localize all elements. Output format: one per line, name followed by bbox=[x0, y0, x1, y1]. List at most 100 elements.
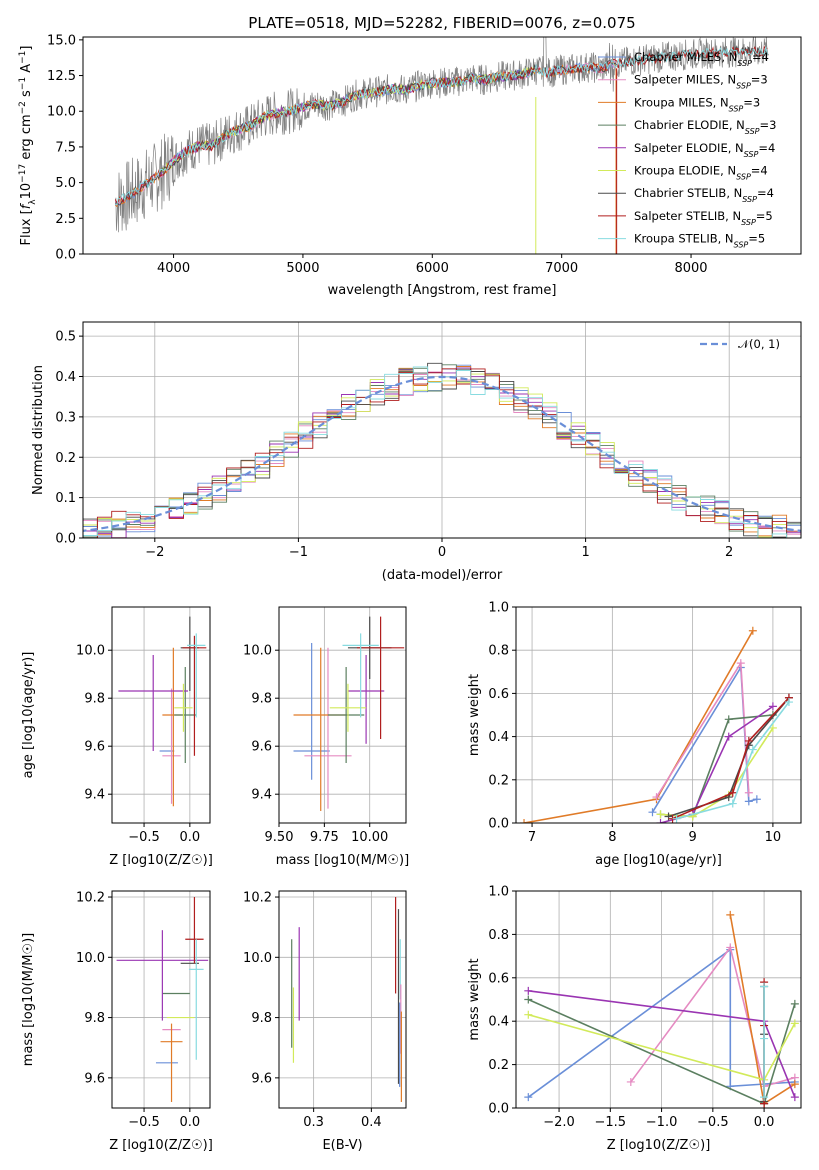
mass_vs_Z-axes: −0.5 0.0 9.6 9.8 10.0 10.2 bbox=[76, 890, 211, 1130]
y-tick-label: 0.4 bbox=[488, 730, 509, 745]
y-tick-label: 0.2 bbox=[55, 451, 76, 466]
mass-weight-point bbox=[760, 982, 769, 991]
y-axis-label-part: −2 bbox=[18, 101, 28, 114]
y-tick-label: 0.0 bbox=[55, 248, 76, 263]
y-tick-label: 10.0 bbox=[243, 951, 272, 966]
y-tick-label: 10.0 bbox=[76, 644, 105, 659]
y-tick-label: 5.0 bbox=[55, 176, 76, 191]
y-axis-label-part: −1 bbox=[18, 51, 28, 64]
legend-label: Chabrier MILES, NSSP=4 bbox=[634, 50, 769, 68]
mass-weight-point bbox=[760, 1034, 769, 1043]
mass-weight-point bbox=[790, 1019, 799, 1028]
y-tick-label: 10.2 bbox=[76, 891, 105, 906]
mass-weight-point bbox=[790, 999, 799, 1008]
y-tick-label: 0.4 bbox=[488, 1015, 509, 1030]
x-axis-label: mass [log10(M/M☉)] bbox=[276, 853, 409, 868]
mass-weight-line bbox=[527, 948, 795, 1098]
mass-weight-point bbox=[524, 1010, 533, 1019]
mass-weight-point bbox=[656, 819, 665, 823]
x-tick-label: 9.50 bbox=[265, 830, 294, 845]
age_vs_mass-frame bbox=[278, 606, 407, 824]
x-axis-label: Z [log10(Z/Z☉)] bbox=[109, 1138, 213, 1153]
mass-weight-point bbox=[724, 715, 733, 724]
legend-label: Chabrier ELODIE, NSSP=3 bbox=[634, 118, 776, 136]
mass_vs_ebv-axes: 0.3 0.4 9.6 9.8 10.0 10.2 bbox=[243, 890, 407, 1130]
y-tick-label: 0.3 bbox=[55, 410, 76, 425]
y-tick-label: 0.0 bbox=[55, 532, 76, 547]
weight_vs_Z-frame bbox=[515, 890, 802, 1109]
y-tick-label: 10.0 bbox=[243, 644, 272, 659]
y-axis-label-part: 10 bbox=[19, 183, 34, 200]
legend-label: Kroupa STELIB, NSSP=5 bbox=[634, 232, 765, 250]
y-tick-label: 9.6 bbox=[84, 1071, 105, 1086]
legend-label-tail: =3 bbox=[743, 95, 760, 109]
y-tick-label: 0.0 bbox=[488, 1102, 509, 1117]
mass-weight-point bbox=[652, 793, 661, 802]
legend-label: Kroupa ELODIE, NSSP=4 bbox=[634, 164, 768, 182]
legend-label-tail: =3 bbox=[751, 73, 768, 87]
y-tick-label: 0.0 bbox=[488, 817, 509, 832]
y-tick-label: 9.6 bbox=[251, 740, 272, 755]
mass-weight-point bbox=[524, 995, 533, 1004]
y-tick-label: 9.6 bbox=[84, 740, 105, 755]
age_vs_mass-axes: 9.50 9.75 10.00 9.4 9.6 9.8 10.0 bbox=[243, 606, 407, 845]
y-tick-label: 1.0 bbox=[488, 601, 509, 616]
y-axis-label: age [log10(age/yr)] bbox=[21, 652, 36, 779]
y-tick-label: 9.4 bbox=[251, 788, 272, 803]
x-tick-label: 1 bbox=[581, 545, 589, 560]
legend-label: 𝒩(0, 1) bbox=[738, 337, 780, 351]
legend-label-sub: SSP bbox=[736, 81, 751, 90]
x-tick-label: 8 bbox=[608, 830, 616, 845]
y-tick-label: 0.8 bbox=[488, 644, 509, 659]
mass-weight-point bbox=[790, 1093, 799, 1102]
y-axis-label-part: −17 bbox=[18, 164, 28, 183]
mass-weight-point bbox=[744, 736, 753, 745]
legend-label-tail: =3 bbox=[760, 118, 777, 132]
x-axis-label: (data-model)/error bbox=[382, 568, 503, 583]
chart-title: PLATE=0518, MJD=52282, FIBERID=0076, z=0… bbox=[248, 14, 635, 32]
mass-weight-point bbox=[672, 814, 681, 823]
y-axis-label-part: −1 bbox=[18, 77, 28, 90]
x-tick-label: 2 bbox=[725, 545, 733, 560]
y-tick-label: 9.8 bbox=[84, 692, 105, 707]
y-axis-label-part: ] bbox=[19, 46, 34, 51]
mass-weight-point bbox=[744, 797, 753, 806]
y-axis-label: Normed distribution bbox=[31, 365, 46, 495]
y-tick-label: 2.5 bbox=[55, 212, 76, 227]
y-tick-label: 0.2 bbox=[488, 773, 509, 788]
y-axis-label: mass [log10(M/M☉)] bbox=[21, 933, 36, 1066]
weight_vs_age-plot-area bbox=[520, 626, 793, 823]
mass-weight-point bbox=[748, 745, 757, 754]
legend-label-sub: SSP bbox=[745, 127, 760, 136]
mass-weight-line bbox=[676, 701, 790, 820]
mass_vs_Z-plot-area bbox=[116, 897, 209, 1102]
mass_vs_ebv-plot-area bbox=[291, 897, 402, 1102]
mass_vs_ebv-frame bbox=[278, 890, 407, 1109]
weight_vs_Z-plot-area bbox=[524, 910, 799, 1108]
mass-weight-point bbox=[726, 943, 735, 952]
x-tick-label: −1.5 bbox=[595, 1115, 627, 1130]
y-tick-label: 9.6 bbox=[251, 1071, 272, 1086]
y-tick-label: 9.8 bbox=[84, 1011, 105, 1026]
x-tick-label: 5000 bbox=[286, 261, 319, 276]
legend-label-tail: =5 bbox=[756, 209, 773, 223]
y-axis-label: Flux [fλ10−17 erg cm−2 s−1 A−1] bbox=[18, 46, 38, 246]
x-tick-label: −0.5 bbox=[128, 1115, 160, 1130]
mass-weight-point bbox=[768, 702, 777, 711]
legend-label-sub: SSP bbox=[736, 172, 751, 181]
x-tick-label: 7000 bbox=[545, 261, 578, 276]
mass-weight-line bbox=[672, 697, 790, 820]
x-tick-label: −1 bbox=[289, 545, 308, 560]
x-tick-label: 0.0 bbox=[180, 830, 201, 845]
x-axis-label: wavelength [Angstrom, rest frame] bbox=[328, 283, 557, 298]
x-tick-label: 0.0 bbox=[754, 1115, 775, 1130]
mass-weight-point bbox=[748, 626, 757, 635]
mass-weight-point bbox=[724, 732, 733, 741]
y-tick-label: 0.6 bbox=[488, 687, 509, 702]
y-tick-label: 0.2 bbox=[488, 1058, 509, 1073]
x-tick-label: 0.4 bbox=[361, 1115, 382, 1130]
age_vs_Z-frame bbox=[111, 606, 211, 824]
